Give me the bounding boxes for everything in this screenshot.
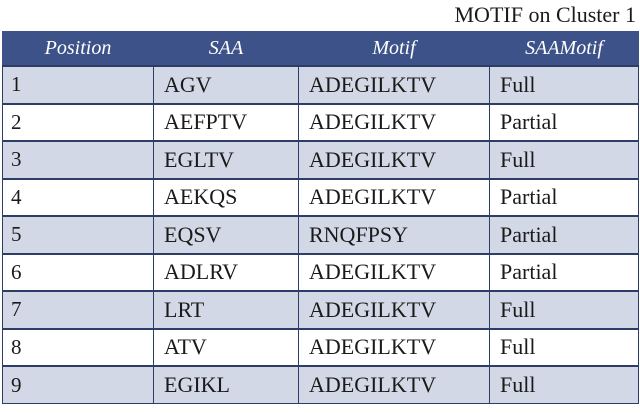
table-row: 1 AGV ADEGILKTV Full: [2, 65, 639, 104]
table-row: 9 EGIKL ADEGILKTV Full: [2, 365, 639, 404]
cell-saamotif: Full: [489, 65, 639, 104]
cell-saa: EGIKL: [153, 365, 299, 404]
cell-motif: ADEGILKTV: [298, 290, 490, 329]
cell-position: 4: [2, 177, 154, 217]
cell-saamotif: Partial: [489, 102, 639, 142]
table-row: 6 ADLRV ADEGILKTV Partial: [2, 252, 639, 292]
table-body: 1 AGV ADEGILKTV Full 2 AEFPTV ADEGILKTV …: [2, 65, 639, 404]
cell-position: 7: [2, 290, 154, 329]
column-header-position: Position: [2, 31, 154, 67]
header-row: Position SAA Motif SAAMotif: [2, 31, 639, 67]
cell-saamotif: Full: [489, 365, 639, 404]
cell-saa: EQSV: [153, 215, 299, 254]
cell-position: 8: [2, 327, 154, 367]
table-header: Position SAA Motif SAAMotif: [2, 31, 639, 67]
cell-saa: AEFPTV: [153, 102, 299, 142]
column-header-saamotif: SAAMotif: [489, 31, 639, 67]
cell-saamotif: Partial: [489, 177, 639, 217]
table-row: 2 AEFPTV ADEGILKTV Partial: [2, 102, 639, 142]
cell-motif: ADEGILKTV: [298, 252, 490, 292]
cell-position: 1: [2, 65, 154, 104]
cell-saa: ADLRV: [153, 252, 299, 292]
cell-saamotif: Full: [489, 140, 639, 179]
cell-position: 5: [2, 215, 154, 254]
cell-motif: ADEGILKTV: [298, 140, 490, 179]
table-caption: MOTIF on Cluster 1: [454, 2, 637, 27]
cell-motif: ADEGILKTV: [298, 327, 490, 367]
column-header-motif: Motif: [298, 31, 490, 67]
cell-saa: EGLTV: [153, 140, 299, 179]
table-row: 4 AEKQS ADEGILKTV Partial: [2, 177, 639, 217]
cell-saa: ATV: [153, 327, 299, 367]
cell-motif: ADEGILKTV: [298, 365, 490, 404]
table-row: 7 LRT ADEGILKTV Full: [2, 290, 639, 329]
column-header-saa: SAA: [153, 31, 299, 67]
cell-saamotif: Partial: [489, 215, 639, 254]
cell-position: 6: [2, 252, 154, 292]
cell-motif: RNQFPSY: [298, 215, 490, 254]
cell-saamotif: Partial: [489, 252, 639, 292]
cell-position: 3: [2, 140, 154, 179]
cell-position: 9: [2, 365, 154, 404]
table-row: 5 EQSV RNQFPSY Partial: [2, 215, 639, 254]
cell-motif: ADEGILKTV: [298, 177, 490, 217]
cell-position: 2: [2, 102, 154, 142]
cell-saamotif: Full: [489, 327, 639, 367]
cell-motif: ADEGILKTV: [298, 102, 490, 142]
cell-saa: AEKQS: [153, 177, 299, 217]
table-row: 8 ATV ADEGILKTV Full: [2, 327, 639, 367]
cell-saa: AGV: [153, 65, 299, 104]
motif-table: Position SAA Motif SAAMotif 1 AGV ADEGIL…: [2, 31, 639, 404]
table-row: 3 EGLTV ADEGILKTV Full: [2, 140, 639, 179]
cell-saa: LRT: [153, 290, 299, 329]
cell-motif: ADEGILKTV: [298, 65, 490, 104]
cell-saamotif: Full: [489, 290, 639, 329]
